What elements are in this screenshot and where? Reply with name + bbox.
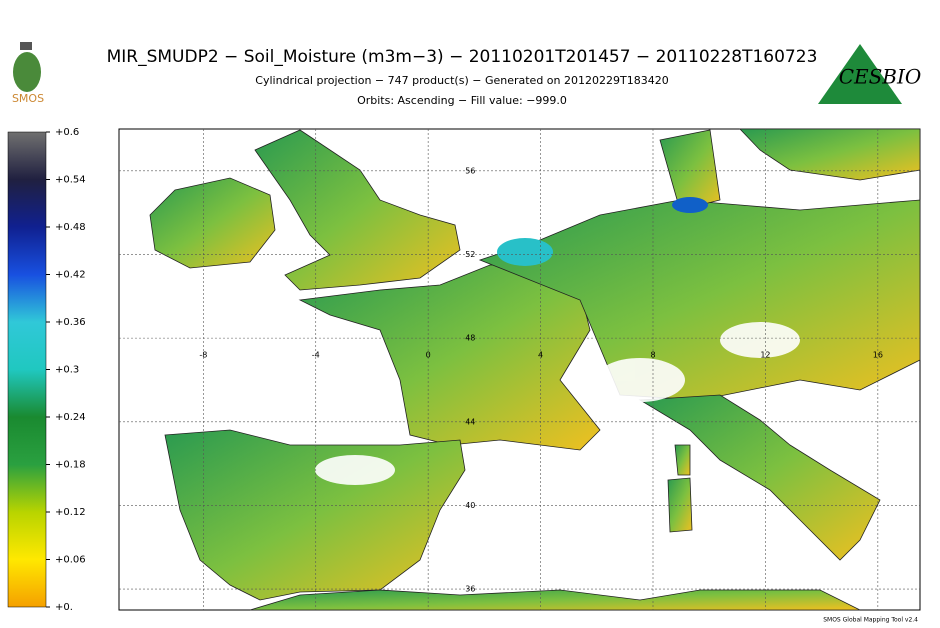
lat-label: 36 xyxy=(465,585,475,594)
colorbar-tick-label: +0.54 xyxy=(55,175,86,186)
lon-label: 16 xyxy=(873,350,883,359)
cesbio-logo: CESBIO xyxy=(818,44,921,104)
colorbar-tick-label: +0.18 xyxy=(55,460,86,471)
title: MIR_SMUDP2 − Soil_Moisture (m3m−3) − 201… xyxy=(107,47,818,67)
colorbar-tick-label: +0. xyxy=(55,602,73,613)
footer: SMOS Global Mapping Tool v2.4 xyxy=(823,617,918,624)
lat-label: 56 xyxy=(465,166,475,175)
lon-label: -8 xyxy=(199,350,207,359)
lat-label: 52 xyxy=(465,250,475,259)
colorbar-tick-label: +0.36 xyxy=(55,317,86,328)
colorbar-tick-label: +0.48 xyxy=(55,222,86,233)
lon-label: -4 xyxy=(312,350,320,359)
subtitle: Orbits: Ascending − Fill value: −999.0 xyxy=(357,94,567,107)
colorbar-tick-label: +0.12 xyxy=(55,507,86,518)
colorbar-tick-label: +0.42 xyxy=(55,270,86,281)
no-data xyxy=(315,322,800,485)
colorbar-tick-label: +0.06 xyxy=(55,555,86,566)
lat-label: 40 xyxy=(465,501,475,510)
lon-label: 12 xyxy=(760,350,770,359)
colorbar-tick-label: +0.3 xyxy=(55,365,79,376)
colorbar-tick-label: +0.24 xyxy=(55,412,86,423)
lon-label: 8 xyxy=(650,350,655,359)
wet-area xyxy=(497,197,708,266)
smos-logo: SMOS xyxy=(12,42,44,105)
land xyxy=(149,128,921,611)
lat-label: 48 xyxy=(465,334,475,343)
colorbar-tick-label: +0.6 xyxy=(55,127,79,138)
lon-label: 4 xyxy=(538,350,543,359)
subtitle: Cylindrical projection − 747 product(s) … xyxy=(255,74,668,87)
lon-label: 0 xyxy=(426,350,431,359)
logo-text: SMOS xyxy=(12,92,44,105)
lat-label: 44 xyxy=(465,417,475,426)
colorbar xyxy=(7,131,47,608)
logo-text: CESBIO xyxy=(839,65,922,89)
